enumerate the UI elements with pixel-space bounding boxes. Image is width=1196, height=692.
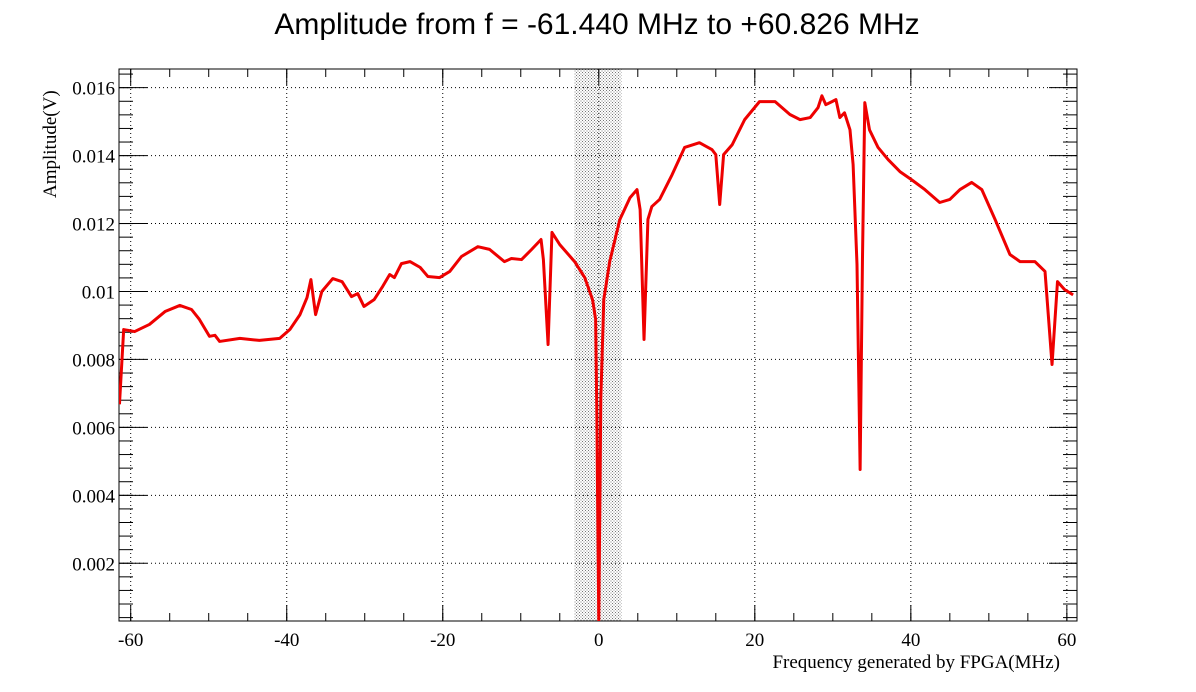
- y-tick-label: 0.016: [72, 79, 115, 100]
- y-tick-label: 0.012: [72, 215, 115, 236]
- y-tick-label: 0.002: [72, 554, 115, 575]
- x-tick-label: 60: [1057, 630, 1076, 651]
- x-tick-label: 40: [901, 630, 920, 651]
- x-tick-label: 20: [745, 630, 764, 651]
- y-tick-label: 0.008: [72, 350, 115, 371]
- y-tick-label: 0.01: [82, 282, 115, 303]
- x-axis-label: Frequency generated by FPGA(MHz): [772, 652, 1060, 673]
- x-tick-label: -40: [274, 630, 299, 651]
- y-axis-label: Amplitude(V): [40, 90, 61, 198]
- x-tick-label: -60: [118, 630, 143, 651]
- y-tick-label: 0.006: [72, 418, 115, 439]
- chart-title: Amplitude from f = -61.440 MHz to +60.82…: [274, 8, 919, 41]
- y-tick-label: 0.014: [72, 147, 115, 168]
- data-line: [119, 94, 1074, 621]
- x-tick-label: 0: [594, 630, 604, 651]
- y-tick-label: 0.004: [72, 486, 115, 507]
- x-tick-label: -20: [430, 630, 455, 651]
